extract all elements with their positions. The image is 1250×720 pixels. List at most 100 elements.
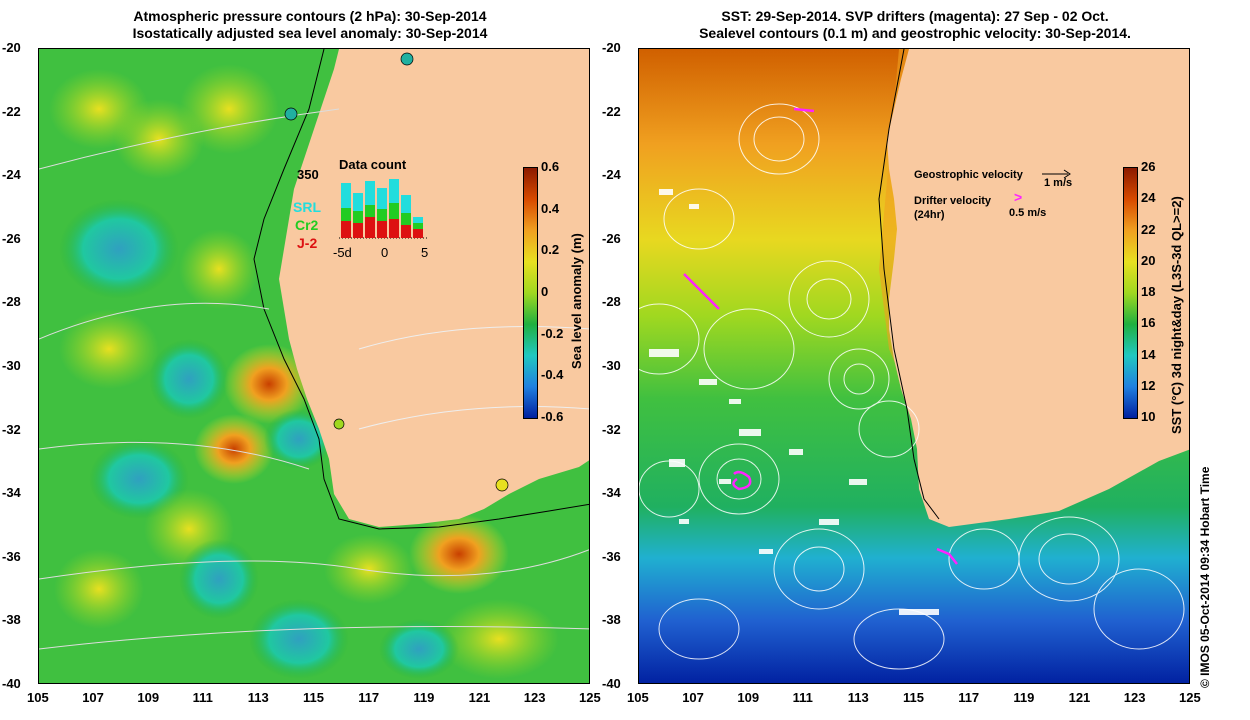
inset-max-label: 350	[297, 167, 319, 182]
lon-tick-label: 119	[1013, 690, 1035, 705]
colorbar-tick-label: 10	[1141, 409, 1156, 424]
right-title-line1: SST: 29-Sep-2014. SVP drifters (magenta)…	[721, 8, 1109, 24]
colorbar-tick-label: 0	[541, 284, 549, 299]
lon-tick-label: 105	[27, 690, 49, 705]
geostrophic-arrow-icon	[1042, 169, 1071, 179]
lon-tick-label: 107	[82, 690, 104, 705]
lat-tick-label: -20	[2, 40, 21, 55]
lon-tick-label: 113	[847, 690, 869, 705]
colorbar-tick-label: 12	[1141, 377, 1156, 393]
australia-land	[887, 49, 1189, 527]
lon-tick-label: 107	[682, 690, 704, 705]
lat-tick-label: -28	[602, 294, 621, 310]
right-colorbar-label: SST (°C) 3d night&day (L3S-3d QL>=2)	[1169, 196, 1184, 434]
colorbar-tick-label: 22	[1141, 221, 1156, 237]
inset-xtick: 0	[381, 245, 389, 260]
lat-tick-label: -28	[2, 294, 21, 310]
lat-tick-label: -24	[2, 167, 21, 183]
lat-tick-label: -36	[602, 548, 621, 564]
left-title-line1: Atmospheric pressure contours (2 hPa): 3…	[133, 8, 487, 24]
left-colorbar-label: Sea level anomaly (m)	[569, 233, 584, 369]
lat-tick-label: -34	[2, 485, 21, 501]
tide-gauge-marker	[333, 418, 345, 430]
right-map[interactable]: Geostrophic velocity 1 m/s Drifter veloc…	[638, 48, 1190, 684]
lon-tick-label: 121	[468, 690, 491, 705]
imos-credit: © IMOS 05-Oct-2014 09:34 Hobart Time	[1198, 466, 1212, 688]
lon-tick-label: 123	[523, 690, 546, 705]
lon-tick-label: 117	[358, 690, 380, 705]
tide-gauge-marker	[284, 107, 298, 121]
colorbar-tick-label: 16	[1141, 315, 1156, 331]
drifter-arrow-icon: >	[1014, 189, 1023, 205]
lon-tick-label: 113	[247, 690, 269, 705]
colorbar-tick-label: 18	[1141, 284, 1156, 299]
left-map[interactable]: 350 Data count SRL Cr2 J-2 -5d 0 5 0.6 0.…	[38, 48, 590, 684]
inset-xtick: 5	[421, 245, 429, 260]
lon-tick-label: 119	[413, 690, 435, 705]
lat-tick-label: -30	[602, 358, 621, 373]
colorbar-tick-label: 0.6	[541, 159, 560, 174]
right-colorbar	[1123, 167, 1138, 419]
australia-land	[279, 49, 589, 527]
drifter-velocity-sub: (24hr)	[914, 209, 945, 221]
lat-tick-label: -20	[602, 40, 621, 55]
lon-tick-label: 115	[903, 690, 924, 705]
lat-tick-label: -34	[602, 485, 621, 501]
inset-legend-j2: J-2	[297, 235, 318, 251]
left-title-line2: Isostatically adjusted sea level anomaly…	[132, 25, 488, 41]
lat-tick-label: -32	[2, 421, 21, 437]
lon-tick-label: 117	[958, 690, 980, 705]
left-colorbar	[523, 167, 538, 419]
lon-tick-label: 121	[1068, 690, 1091, 705]
drifter-tracks	[683, 107, 958, 565]
lat-tick-label: -38	[2, 612, 21, 628]
geostrophic-velocity-scale: 1 m/s	[1044, 177, 1073, 189]
lon-tick-label: 123	[1123, 690, 1146, 705]
colorbar-tick-label: -0.6	[541, 409, 564, 424]
inset-xtick: -5d	[333, 245, 352, 260]
drifter-velocity-legend: Drifter velocity	[914, 195, 992, 207]
right-title-line2: Sealevel contours (0.1 m) and geostrophi…	[699, 25, 1131, 41]
lon-tick-label: 109	[137, 690, 160, 705]
inset-legend-srl: SRL	[293, 199, 321, 215]
colorbar-tick-label: -0.4	[541, 367, 564, 383]
lon-tick-label: 125	[1179, 690, 1201, 705]
right-title: SST: 29-Sep-2014. SVP drifters (magenta)…	[640, 8, 1190, 42]
colorbar-tick-label: 0.2	[541, 242, 560, 258]
colorbar-tick-label: 26	[1141, 159, 1156, 174]
lat-tick-label: -24	[602, 167, 621, 183]
lat-tick-label: -26	[602, 230, 621, 246]
inset-title: Data count	[339, 157, 407, 172]
lat-tick-label: -36	[2, 548, 21, 564]
colorbar-tick-label: 20	[1141, 252, 1156, 268]
lat-tick-label: -38	[602, 612, 621, 628]
lat-tick-label: -40	[602, 676, 621, 691]
geostrophic-velocity-legend: Geostrophic velocity	[914, 169, 1023, 181]
lon-tick-label: 109	[737, 690, 760, 705]
inset-legend-cr2: Cr2	[295, 217, 319, 233]
lat-tick-label: -22	[602, 103, 621, 119]
drifter-velocity-scale: 0.5 m/s	[1009, 207, 1047, 219]
lat-tick-label: -22	[2, 103, 21, 119]
lon-tick-label: 125	[579, 690, 601, 705]
left-title: Atmospheric pressure contours (2 hPa): 3…	[90, 8, 530, 42]
inset-bars	[339, 179, 429, 239]
sst-map	[639, 49, 1189, 683]
lat-tick-label: -26	[2, 230, 21, 246]
lat-tick-label: -32	[602, 421, 621, 437]
data-count-inset: 350 Data count SRL Cr2 J-2 -5d 0 5	[289, 155, 429, 265]
lat-tick-label: -30	[2, 358, 21, 373]
lon-tick-label: 105	[627, 690, 649, 705]
colorbar-tick-label: 0.4	[541, 200, 560, 216]
colorbar-tick-label: 24	[1141, 190, 1156, 206]
lon-tick-label: 111	[192, 690, 213, 705]
sea-level-anomaly-map	[39, 49, 589, 683]
tide-gauge-marker	[400, 52, 414, 66]
lon-tick-label: 115	[303, 690, 324, 705]
lat-tick-label: -40	[2, 676, 21, 691]
lon-tick-label: 111	[792, 690, 813, 705]
colorbar-tick-label: 14	[1141, 346, 1156, 362]
tide-gauge-marker	[495, 478, 509, 492]
sealevel-contours	[639, 103, 1185, 670]
colorbar-tick-label: -0.2	[541, 325, 564, 341]
